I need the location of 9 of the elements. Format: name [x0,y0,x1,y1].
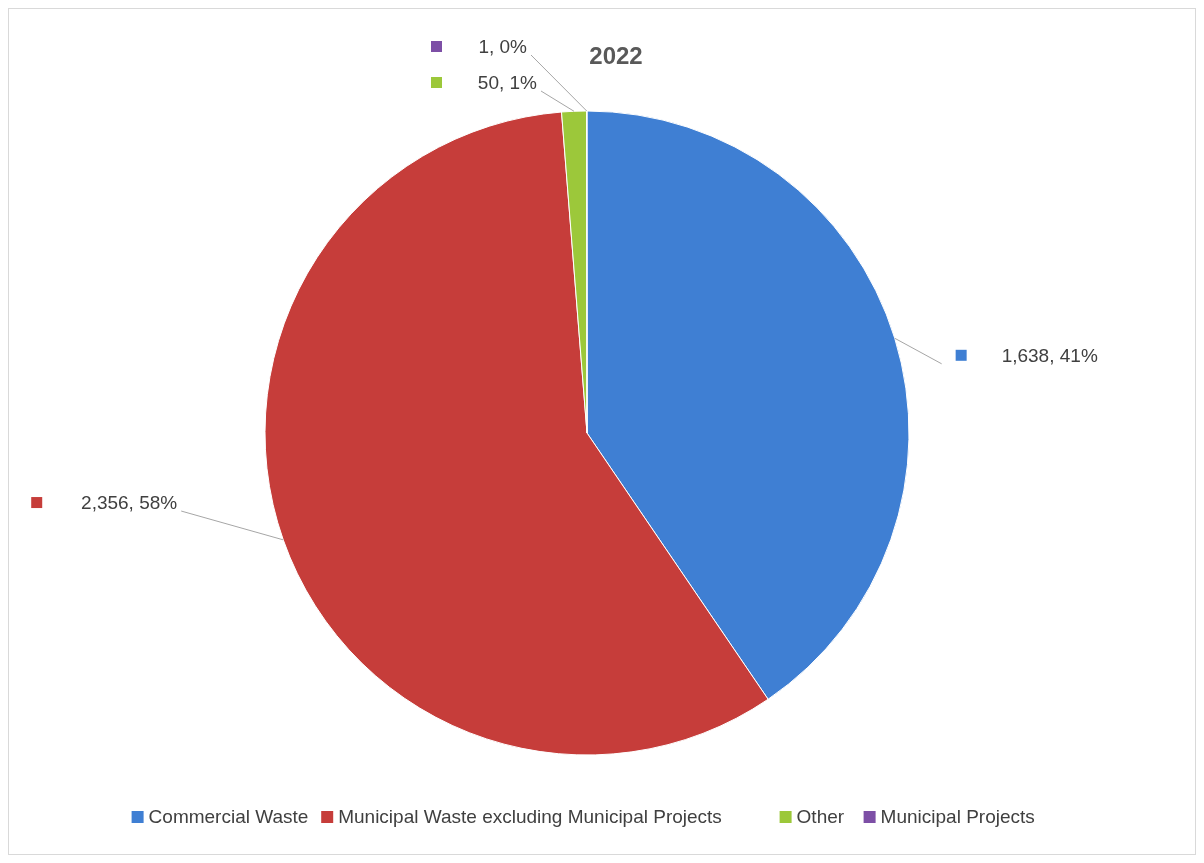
data-label: 2,356, 58% [81,492,178,514]
legend-label: Other [796,806,845,827]
legend-label: Municipal Waste excluding Municipal Projects [338,806,722,827]
legend-label: Commercial Waste [148,806,309,827]
data-label: 50, 1% [477,72,538,93]
data-label: 1, 0% [478,36,528,57]
legend-label: Municipal Projects [880,806,1035,827]
data-label: 1,638, 41% [1001,344,1098,366]
chart-title: 2022 [589,42,643,69]
